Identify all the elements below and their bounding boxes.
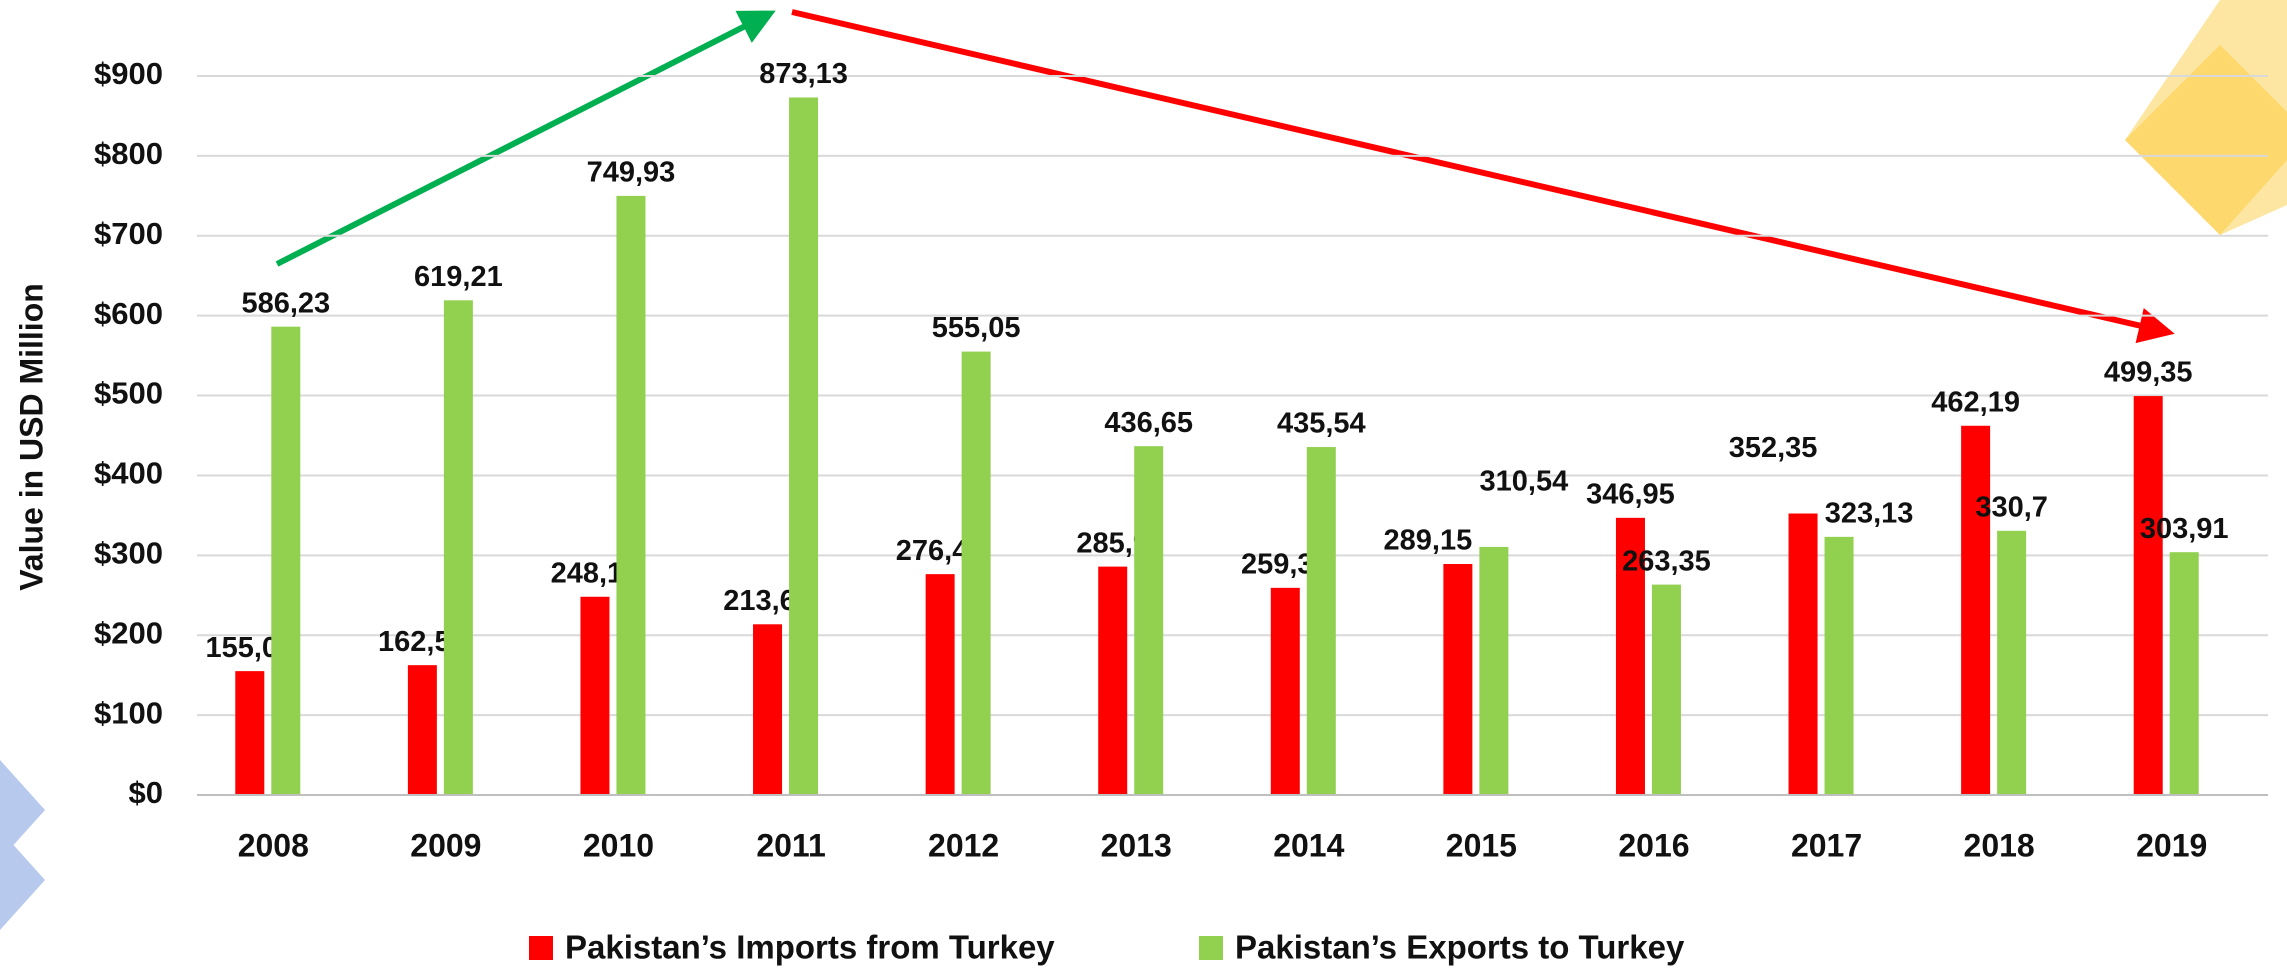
bar [1824,536,1854,795]
bar [580,596,610,795]
bar [1134,446,1164,795]
bar [1306,447,1336,795]
data-label: 555,05 [932,312,1021,344]
bar [1997,530,2027,795]
bar [1098,566,1128,795]
data-label: 435,54 [1277,408,1366,440]
legend-label: Pakistan’s Imports from Turkey [565,929,1055,966]
trend-arrow [791,9,2175,344]
y-tick-label: $400 [94,456,163,491]
data-label: 619,21 [414,261,503,293]
x-tick-label: 2010 [583,827,654,863]
bar [1961,425,1991,795]
data-label: 289,15 [1384,525,1473,557]
x-tick-label: 2011 [756,827,825,863]
bar [1615,517,1645,795]
bar [2133,396,2163,795]
data-label: 303,91 [2140,513,2229,545]
data-label: 749,93 [587,157,676,189]
bar [1479,546,1509,795]
decoration [0,0,2287,930]
legend-label: Pakistan’s Exports to Turkey [1235,929,1685,966]
y-axis-title: Value in USD Million [13,283,49,591]
y-tick-label: $600 [94,296,163,331]
data-label: 323,13 [1825,498,1914,530]
bar [407,665,437,795]
bar [789,97,819,796]
bar [1270,587,1300,795]
y-tick-label: $0 [129,775,163,810]
bar [753,624,783,795]
x-tick-label: 2017 [1791,827,1862,863]
x-tick-label: 2013 [1101,827,1172,863]
data-label: 330,7 [1975,491,2048,523]
legend-swatch [529,936,553,960]
y-tick-label: $100 [94,695,163,730]
legend-swatch [1199,936,1223,960]
x-tick-label: 2016 [1618,827,1689,863]
bar [271,326,301,795]
bar [961,351,991,795]
y-tick-label: $200 [94,615,163,650]
y-tick-label: $700 [94,216,163,251]
x-tick-label: 2014 [1273,827,1344,863]
data-label: 436,65 [1104,407,1193,439]
bar [2169,552,2199,795]
bar [1788,513,1818,795]
data-label: 499,35 [2104,357,2193,389]
x-tick-label: 2019 [2136,827,2207,863]
bar [1651,584,1681,795]
y-tick-label: $300 [94,536,163,571]
x-tick-label: 2015 [1446,827,1517,863]
y-tick-label: $900 [94,56,163,91]
data-label: 873,13 [759,58,848,90]
trend-arrow [275,10,776,267]
bar [443,300,473,795]
data-label: 346,95 [1586,478,1675,510]
y-tick-label: $800 [94,136,163,171]
bar [616,195,646,795]
x-tick-label: 2008 [238,827,309,863]
data-label: 462,19 [1931,386,2020,418]
data-label: 352,35 [1729,432,1818,464]
x-tick-label: 2012 [928,827,999,863]
data-label: 263,35 [1622,545,1711,577]
data-label: 310,54 [1480,466,1569,498]
data-label: 586,23 [241,287,330,319]
bar [1443,564,1473,795]
bar [235,671,265,795]
y-tick-label: $500 [94,376,163,411]
x-tick-label: 2009 [410,827,481,863]
x-tick-label: 2018 [1964,827,2035,863]
bar [925,574,955,795]
